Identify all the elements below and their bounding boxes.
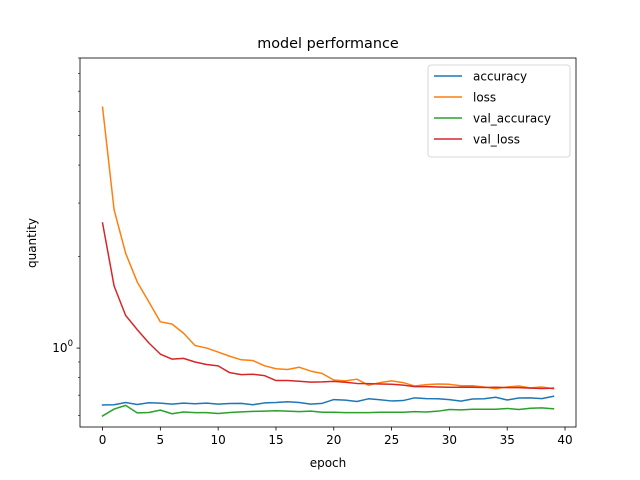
legend-label-val-loss: val_loss [473, 133, 520, 147]
chart-title: model performance [257, 36, 399, 52]
x-axis-label: epoch [310, 456, 347, 470]
x-tick-label: 15 [268, 433, 283, 447]
plot-area [79, 57, 577, 428]
x-tick-label: 0 [99, 433, 107, 447]
x-tick-label: 40 [557, 433, 572, 447]
x-axis-ticks: 0 5 10 15 20 25 30 35 40 [99, 427, 573, 447]
y-axis-label: quantity [25, 218, 39, 268]
series-line-loss [101, 106, 555, 390]
x-tick-label: 30 [442, 433, 457, 447]
x-tick-label: 5 [157, 433, 165, 447]
legend-label-val-accuracy: val_accuracy [473, 112, 551, 126]
axes-frame [79, 57, 577, 428]
legend-label-accuracy: accuracy [473, 70, 527, 84]
series-line-val-loss [101, 222, 555, 390]
series-line-val-accuracy [101, 404, 555, 417]
x-tick-label: 20 [326, 433, 341, 447]
x-tick-label: 35 [500, 433, 515, 447]
x-tick-label: 10 [211, 433, 226, 447]
legend: accuracy loss val_accuracy val_loss [427, 64, 571, 158]
x-tick-label: 25 [384, 433, 399, 447]
series-line-accuracy [101, 395, 555, 406]
legend-box [427, 64, 571, 158]
legend-label-loss: loss [473, 91, 496, 105]
